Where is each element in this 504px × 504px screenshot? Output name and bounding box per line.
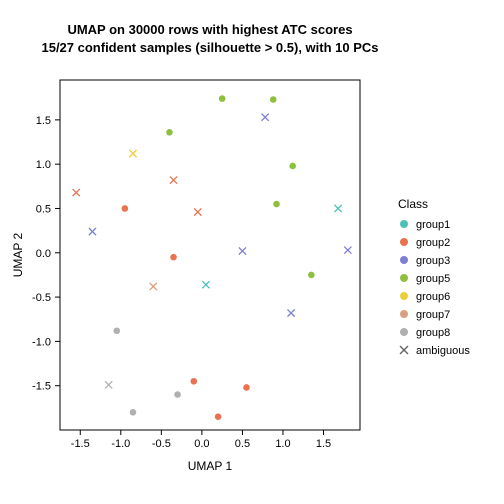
y-tick-label: -1.0 — [32, 336, 51, 348]
y-tick-label: -0.5 — [32, 292, 51, 304]
y-tick-label: 1.5 — [36, 115, 51, 127]
y-tick-label: 0.0 — [36, 248, 51, 260]
legend-swatch-dot — [400, 328, 408, 336]
legend-swatch-dot — [400, 220, 408, 228]
scatter-point — [243, 384, 250, 391]
chart-title-line1: UMAP on 30000 rows with highest ATC scor… — [67, 22, 352, 37]
y-tick-label: 1.0 — [36, 159, 51, 171]
x-tick-label: -0.5 — [152, 438, 171, 450]
legend-item-label: ambiguous — [416, 345, 470, 357]
legend-item-label: group6 — [416, 291, 450, 303]
scatter-point — [130, 409, 137, 416]
legend-swatch-dot — [400, 256, 408, 264]
legend-item-label: group7 — [416, 309, 450, 321]
y-tick-label: 0.5 — [36, 203, 51, 215]
x-tick-label: 0.5 — [235, 438, 250, 450]
umap-scatter-chart: UMAP on 30000 rows with highest ATC scor… — [0, 0, 504, 504]
legend-swatch-dot — [400, 238, 408, 246]
scatter-point — [170, 254, 177, 261]
x-tick-label: 1.0 — [275, 438, 290, 450]
scatter-point — [215, 413, 222, 420]
legend-item-label: group8 — [416, 327, 450, 339]
legend-swatch-dot — [400, 310, 408, 318]
x-tick-label: 0.0 — [194, 438, 209, 450]
legend-title: Class — [398, 197, 428, 211]
scatter-point — [122, 205, 129, 212]
y-axis-label: UMAP 2 — [11, 232, 25, 277]
scatter-point — [273, 201, 280, 208]
scatter-point — [190, 378, 197, 385]
x-tick-label: -1.0 — [111, 438, 130, 450]
scatter-point — [289, 163, 296, 170]
x-axis-label: UMAP 1 — [188, 459, 233, 473]
legend-swatch-dot — [400, 292, 408, 300]
scatter-point — [113, 327, 120, 334]
legend-item-label: group2 — [416, 237, 450, 249]
x-tick-label: -1.5 — [71, 438, 90, 450]
legend-item-label: group1 — [416, 219, 450, 231]
legend-swatch-dot — [400, 274, 408, 282]
chart-background — [0, 0, 504, 504]
y-tick-label: -1.5 — [32, 381, 51, 393]
scatter-point — [308, 272, 315, 279]
scatter-point — [219, 95, 226, 102]
legend-item-label: group3 — [416, 255, 450, 267]
scatter-point — [166, 129, 173, 136]
x-tick-label: 1.5 — [316, 438, 331, 450]
legend-item-label: group5 — [416, 273, 450, 285]
chart-title-line2: 15/27 confident samples (silhouette > 0.… — [41, 40, 378, 55]
scatter-point — [174, 391, 181, 398]
scatter-point — [270, 96, 277, 103]
